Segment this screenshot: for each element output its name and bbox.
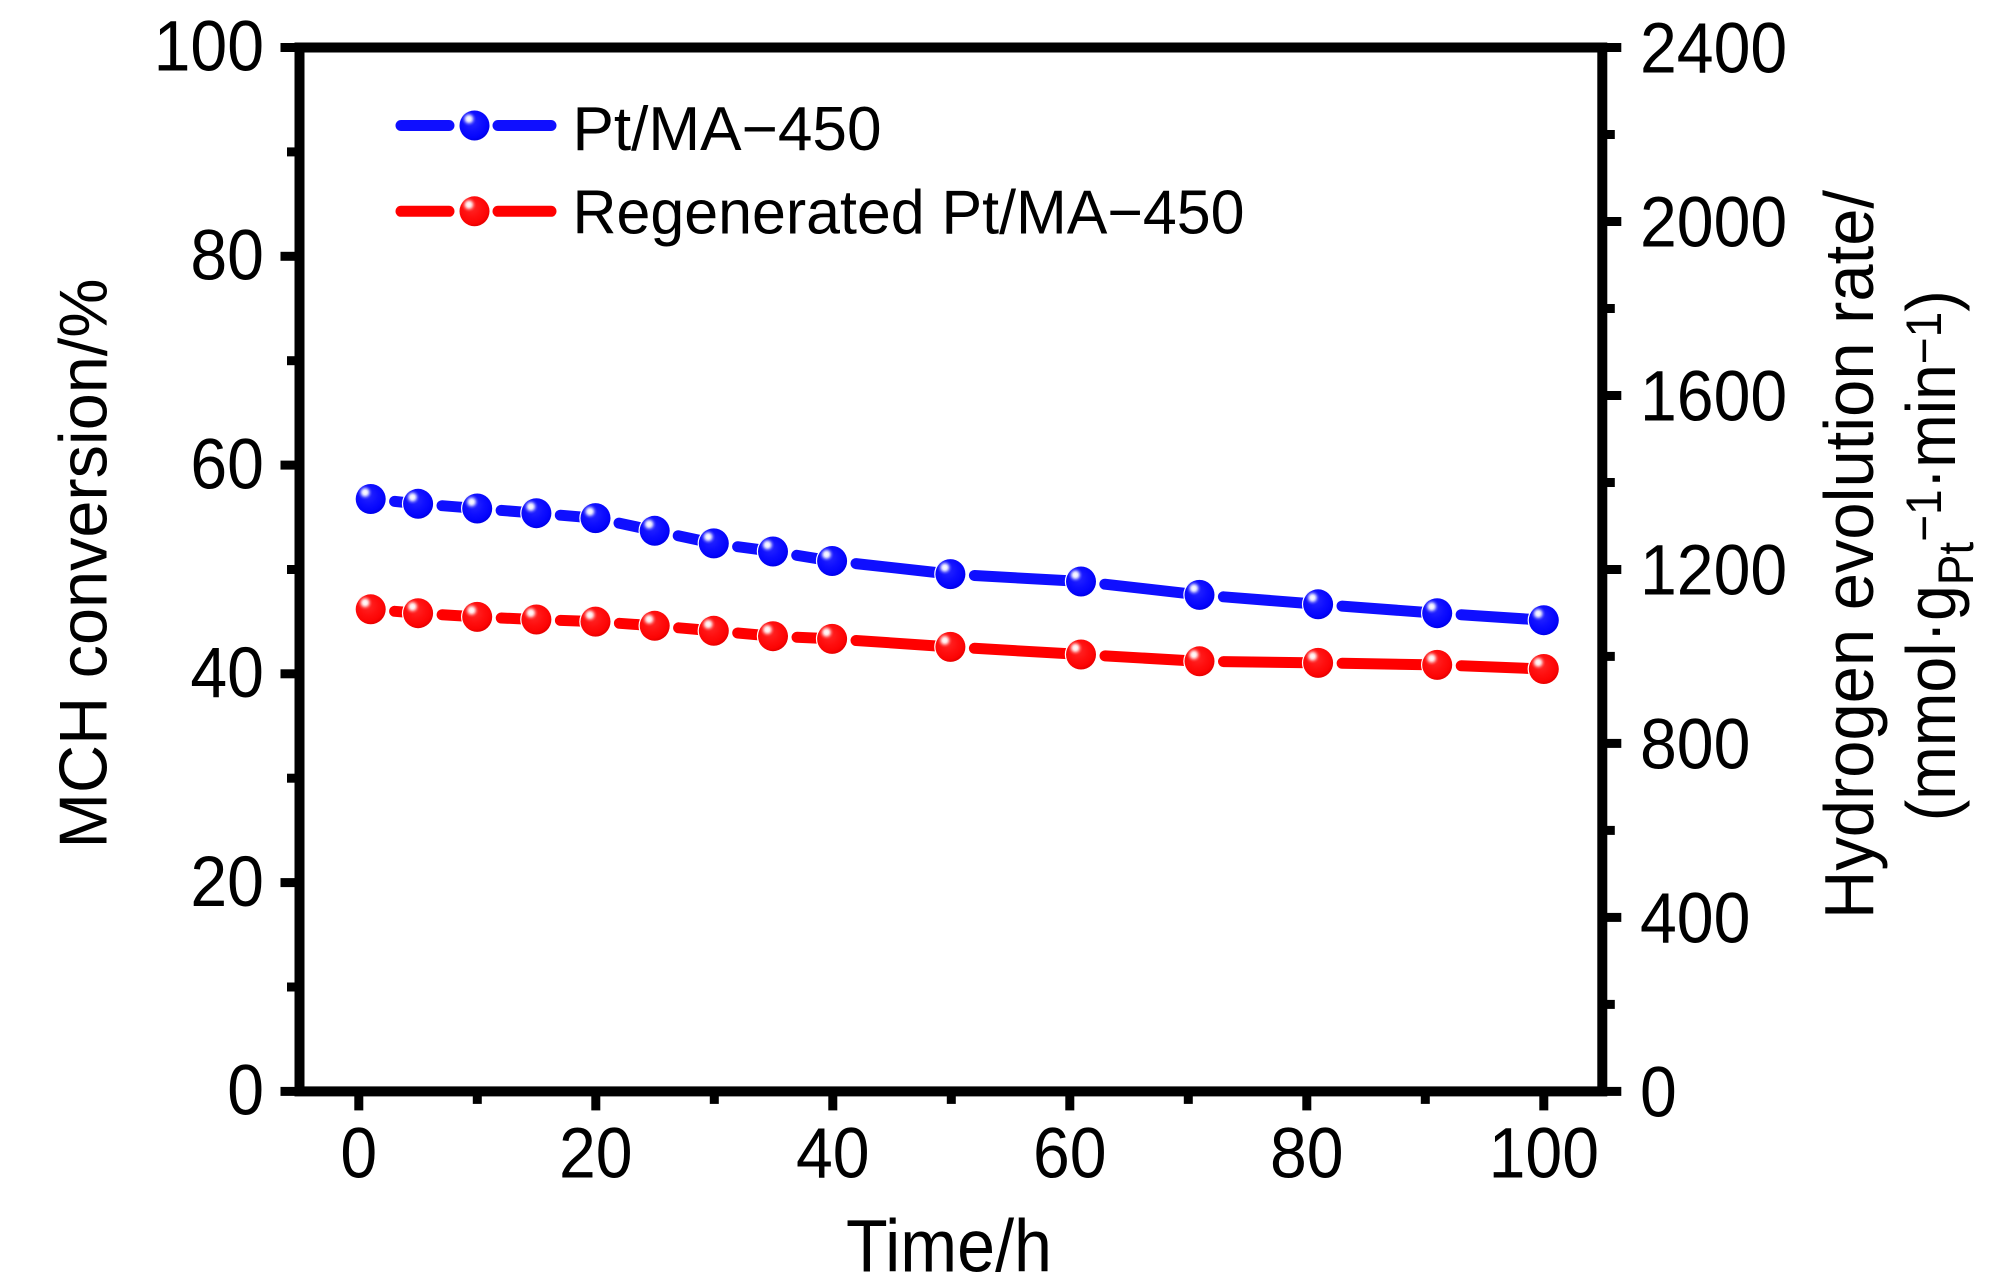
svg-text:MCH conversion/%: MCH conversion/% [45, 279, 121, 849]
svg-text:100: 100 [154, 8, 264, 87]
svg-text:Time/h: Time/h [846, 1205, 1052, 1284]
svg-text:60: 60 [1033, 1114, 1107, 1193]
svg-text:Regenerated Pt/MA−450: Regenerated Pt/MA−450 [573, 179, 1245, 248]
svg-text:80: 80 [1270, 1114, 1344, 1193]
svg-text:2000: 2000 [1640, 184, 1787, 263]
svg-text:1200: 1200 [1640, 532, 1787, 611]
svg-text:2400: 2400 [1640, 10, 1787, 89]
svg-text:Hydrogen evolution rate/: Hydrogen evolution rate/ [1810, 189, 1888, 919]
svg-text:0: 0 [227, 1052, 264, 1131]
svg-text:400: 400 [1640, 879, 1750, 958]
svg-text:Pt/MA−450: Pt/MA−450 [573, 95, 882, 164]
svg-text:800: 800 [1640, 705, 1750, 784]
svg-text:60: 60 [190, 425, 264, 504]
svg-text:20: 20 [190, 843, 264, 922]
svg-text:0: 0 [340, 1114, 377, 1193]
svg-text:1600: 1600 [1640, 358, 1787, 437]
svg-text:80: 80 [190, 217, 264, 296]
svg-text:0: 0 [1640, 1053, 1677, 1132]
svg-text:20: 20 [559, 1114, 633, 1193]
svg-text:40: 40 [796, 1114, 870, 1193]
svg-text:40: 40 [190, 634, 264, 713]
svg-text:100: 100 [1489, 1114, 1599, 1193]
